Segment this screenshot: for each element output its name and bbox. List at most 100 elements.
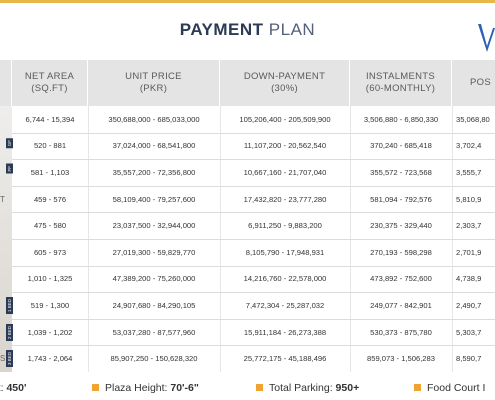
- table-cell: 8,105,790 - 17,948,931: [245, 247, 325, 257]
- unit-tag: FF: [6, 164, 13, 174]
- table-cell: 8,590,7: [456, 354, 482, 364]
- table-cell: 14,216,760 - 22,578,000: [243, 274, 327, 284]
- table-cell: 3,506,880 - 6,850,330: [363, 114, 439, 124]
- column-header-line: (PKR): [139, 83, 168, 94]
- column-header-line: POS: [470, 77, 491, 88]
- table-cell: 11,107,200 - 20,562,540: [243, 141, 327, 151]
- footer-item: Plaza Height: 70'-6": [92, 382, 199, 394]
- table-cell: 859,073 - 1,506,283: [367, 354, 435, 364]
- table-cell: 24,907,680 - 84,290,105: [112, 300, 196, 310]
- table-cell: 15,911,184 - 26,273,388: [243, 327, 327, 337]
- table-cell: 17,432,820 - 23,777,280: [243, 194, 327, 204]
- row-divider: [12, 239, 495, 240]
- bullet: [414, 384, 421, 391]
- row-divider: [12, 345, 495, 347]
- bullet: [256, 384, 263, 391]
- footer-value: 950+: [335, 382, 360, 394]
- table-cell: 1,010 - 1,325: [27, 274, 73, 284]
- unit-tag: 2 BED: [6, 323, 13, 341]
- footer-item: Food Court I: [414, 382, 485, 394]
- table-cell: 475 - 580: [33, 221, 67, 231]
- table-cell: 581 - 1,103: [30, 167, 70, 177]
- table-cell: 3,702,4: [456, 141, 482, 151]
- logo: [478, 24, 495, 52]
- column-header-line: NET AREA: [24, 71, 75, 82]
- table-cell: 581,094 - 792,576: [370, 194, 432, 204]
- table-cell: 1,039 - 1,202: [27, 327, 73, 337]
- table-cell: 35,068,80: [456, 114, 490, 124]
- table-cell: 2,490,7: [456, 300, 482, 310]
- table-cell: 5,810,9: [456, 194, 482, 204]
- title-light: PLAN: [268, 20, 316, 39]
- footer-label: ght:: [0, 382, 4, 394]
- table-cell: 25,772,175 - 45,188,496: [243, 354, 327, 364]
- table-cell: 2,303,7: [456, 221, 482, 231]
- column-header-line: INSTALMENTS: [365, 71, 436, 82]
- table-cell: 5,303,7: [456, 327, 482, 337]
- table-cell: 3,555,7: [456, 167, 482, 177]
- footer-label: Food Court I: [427, 382, 486, 394]
- table-cell: 355,572 - 723,568: [370, 167, 432, 177]
- table-cell: 53,037,280 - 87,577,960: [112, 327, 196, 337]
- table-cell: 605 - 973: [33, 247, 67, 257]
- column-header-line: UNIT PRICE: [125, 71, 182, 82]
- table-cell: 35,557,200 - 72,356,800: [112, 167, 196, 177]
- unit-tag: GF: [6, 137, 13, 148]
- footer-label: Total Parking:: [269, 382, 333, 394]
- table-cell: 58,109,400 - 79,257,600: [112, 194, 196, 204]
- unit-tag: 3 BED: [6, 350, 13, 368]
- table-cell: 27,019,300 - 59,829,770: [112, 247, 196, 257]
- table-cell: 6,911,250 - 9,883,200: [248, 221, 322, 231]
- column-header-line: (SQ.FT): [31, 83, 68, 94]
- table-cell: 105,206,400 - 205,509,900: [239, 114, 331, 124]
- footer: ght: 450' Plaza Height: 70'-6" Total Parki…: [0, 382, 495, 398]
- unit-tag: 1 BED: [6, 297, 13, 315]
- footer-label: Plaza Height:: [105, 382, 168, 394]
- top-accent: [0, 0, 495, 3]
- header-cell: [0, 60, 12, 106]
- table-cell: 37,024,000 - 68,541,800: [112, 141, 196, 151]
- table-cell: 230,375 - 329,440: [370, 221, 432, 231]
- row-divider: [12, 265, 495, 267]
- row-divider: [12, 132, 495, 134]
- column-header: NET AREA (SQ.FT): [12, 60, 88, 106]
- column-header-line: DOWN-PAYMENT: [243, 71, 326, 82]
- table-cell: 10,667,160 - 21,707,040: [243, 167, 327, 177]
- column-header-line: (30%): [271, 83, 298, 94]
- unit-label: S: [0, 354, 6, 364]
- table-cell: 2,701,9: [456, 247, 482, 257]
- table-cell: 47,389,200 - 75,260,000: [112, 274, 196, 284]
- title: PAYMENT PLAN: [0, 20, 495, 40]
- column-header: DOWN-PAYMENT (30%): [220, 60, 350, 106]
- table-cell: 370,240 - 685,418: [370, 141, 432, 151]
- table-cell: 23,037,500 - 32,944,000: [112, 221, 196, 231]
- table-cell: 530,373 - 875,780: [370, 327, 432, 337]
- footer-item: ght: 450': [0, 382, 26, 394]
- table-cell: 473,892 - 752,600: [370, 274, 432, 284]
- table-cell: 350,688,000 - 685,033,000: [108, 114, 200, 124]
- footer-item: Total Parking: 950+: [256, 382, 359, 394]
- unit-label: T: [0, 194, 5, 204]
- row-divider: [12, 292, 495, 294]
- row-divider: [12, 212, 495, 214]
- footer-value: 450': [6, 382, 27, 394]
- row-divider: [12, 159, 495, 161]
- table-cell: 249,077 - 842,901: [370, 300, 432, 310]
- table-cell: 7,472,304 - 25,287,032: [245, 300, 325, 310]
- row-divider: [12, 318, 495, 320]
- column-header: POS: [452, 60, 495, 106]
- table-cell: 1,743 - 2,064: [27, 354, 73, 364]
- table-cell: 520 - 881: [33, 141, 67, 151]
- bullet: [92, 384, 99, 391]
- table-cell: 270,193 - 598,298: [370, 247, 432, 257]
- column-header: INSTALMENTS (60-MONTHLY): [350, 60, 452, 106]
- table-cell: 459 - 576: [33, 194, 67, 204]
- title-bold: PAYMENT: [179, 20, 264, 39]
- table-cell: 4,738,9: [456, 274, 482, 284]
- column-header: UNIT PRICE (PKR): [88, 60, 220, 106]
- column-header-line: (60-MONTHLY): [365, 83, 436, 94]
- table-cell: 85,907,250 - 150,628,320: [110, 354, 198, 364]
- table-cell: 6,744 - 15,394: [25, 114, 75, 124]
- row-divider: [12, 185, 495, 187]
